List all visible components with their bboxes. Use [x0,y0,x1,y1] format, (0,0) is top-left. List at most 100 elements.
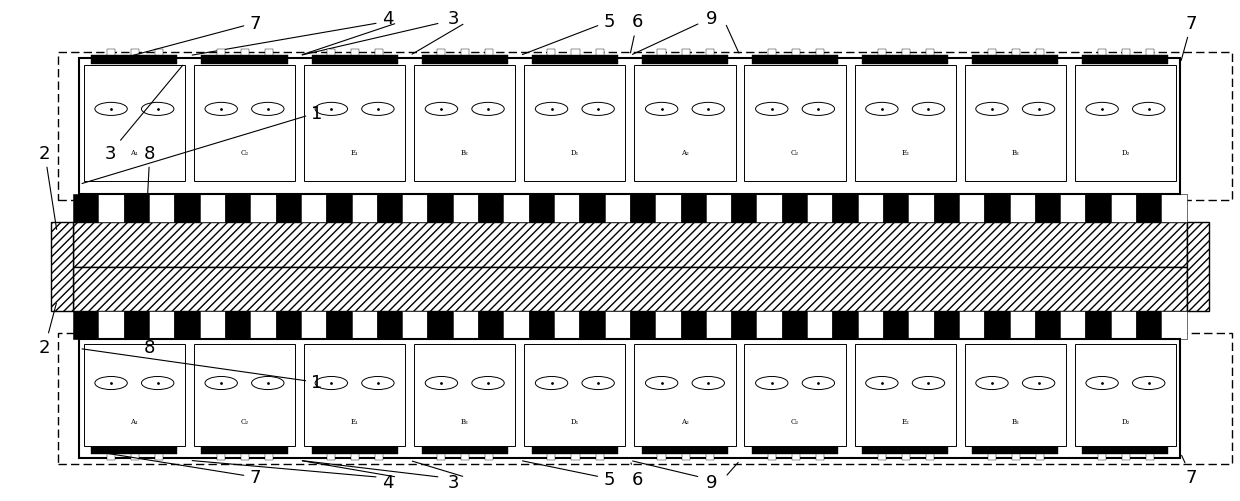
Circle shape [692,377,724,390]
Bar [414,66,516,181]
Bar [657,50,666,56]
Bar [908,195,934,223]
Bar [201,56,288,65]
Bar [428,311,453,339]
Bar [98,195,124,223]
Circle shape [252,377,284,390]
Bar [351,311,377,339]
Bar [681,311,706,339]
Bar [832,195,858,223]
Bar [751,56,838,65]
Circle shape [866,377,898,390]
Bar [224,195,250,223]
Bar [149,195,175,223]
Bar [92,56,177,65]
Text: 5: 5 [522,14,615,56]
Bar [883,311,908,339]
Text: 3: 3 [104,66,182,162]
Bar [377,195,402,223]
Bar [1035,195,1060,223]
Bar [311,447,398,454]
Bar [525,66,625,181]
Bar [175,311,200,339]
Bar [972,56,1059,65]
Bar [265,454,273,460]
Bar [655,311,681,339]
Circle shape [362,377,394,390]
Bar [854,66,956,181]
Text: 1: 1 [82,105,322,184]
Bar [732,311,756,339]
Bar [1187,223,1209,311]
Bar [73,268,1187,311]
Bar [744,66,846,181]
Bar [547,50,556,56]
Bar [131,454,139,460]
Bar [301,311,326,339]
Bar [84,66,185,181]
Bar [453,311,479,339]
Text: C₂: C₂ [791,417,799,425]
Bar [528,311,554,339]
Circle shape [95,377,128,390]
Bar [706,195,732,223]
Bar [655,195,681,223]
Bar [326,311,351,339]
Bar [657,454,666,460]
Bar [503,195,528,223]
Bar [878,454,885,460]
Bar [1035,454,1044,460]
Text: 9: 9 [706,473,717,491]
Bar [554,195,579,223]
Circle shape [536,103,568,116]
Bar [1146,454,1154,460]
Bar [926,50,934,56]
Bar [438,50,445,56]
Bar [832,311,858,339]
Text: 7: 7 [1182,455,1198,486]
Bar [635,345,735,446]
Text: 6: 6 [630,14,644,54]
Bar [630,311,655,339]
Bar [706,311,732,339]
Text: A₂: A₂ [681,148,689,156]
Circle shape [913,103,945,116]
Bar [934,195,959,223]
Bar [532,56,618,65]
Bar [51,223,73,311]
Text: 7: 7 [107,15,260,63]
Text: 7: 7 [107,453,260,486]
Text: E₂: E₂ [901,148,909,156]
Bar [959,195,985,223]
Text: C₂: C₂ [241,417,248,425]
Bar [124,195,149,223]
Circle shape [755,377,787,390]
Text: 2: 2 [38,144,57,230]
Bar [1097,454,1106,460]
Text: 4: 4 [382,473,393,491]
Bar [73,311,98,339]
Bar [241,454,249,460]
Bar [732,195,756,223]
Bar [1111,195,1136,223]
Bar [1075,66,1176,181]
Bar [706,50,714,56]
Text: D₁: D₁ [570,417,579,425]
Circle shape [1086,377,1118,390]
Text: A₂: A₂ [681,417,689,425]
Circle shape [471,103,505,116]
Bar [781,195,807,223]
Text: C₂: C₂ [791,148,799,156]
Circle shape [536,377,568,390]
Text: 8: 8 [144,144,155,197]
Bar [250,195,275,223]
Bar [301,195,326,223]
Bar [241,50,249,56]
Bar [402,195,428,223]
Bar [131,50,139,56]
Bar [351,454,360,460]
Bar [926,454,934,460]
Bar [1097,50,1106,56]
Bar [422,447,508,454]
Bar [351,50,360,56]
